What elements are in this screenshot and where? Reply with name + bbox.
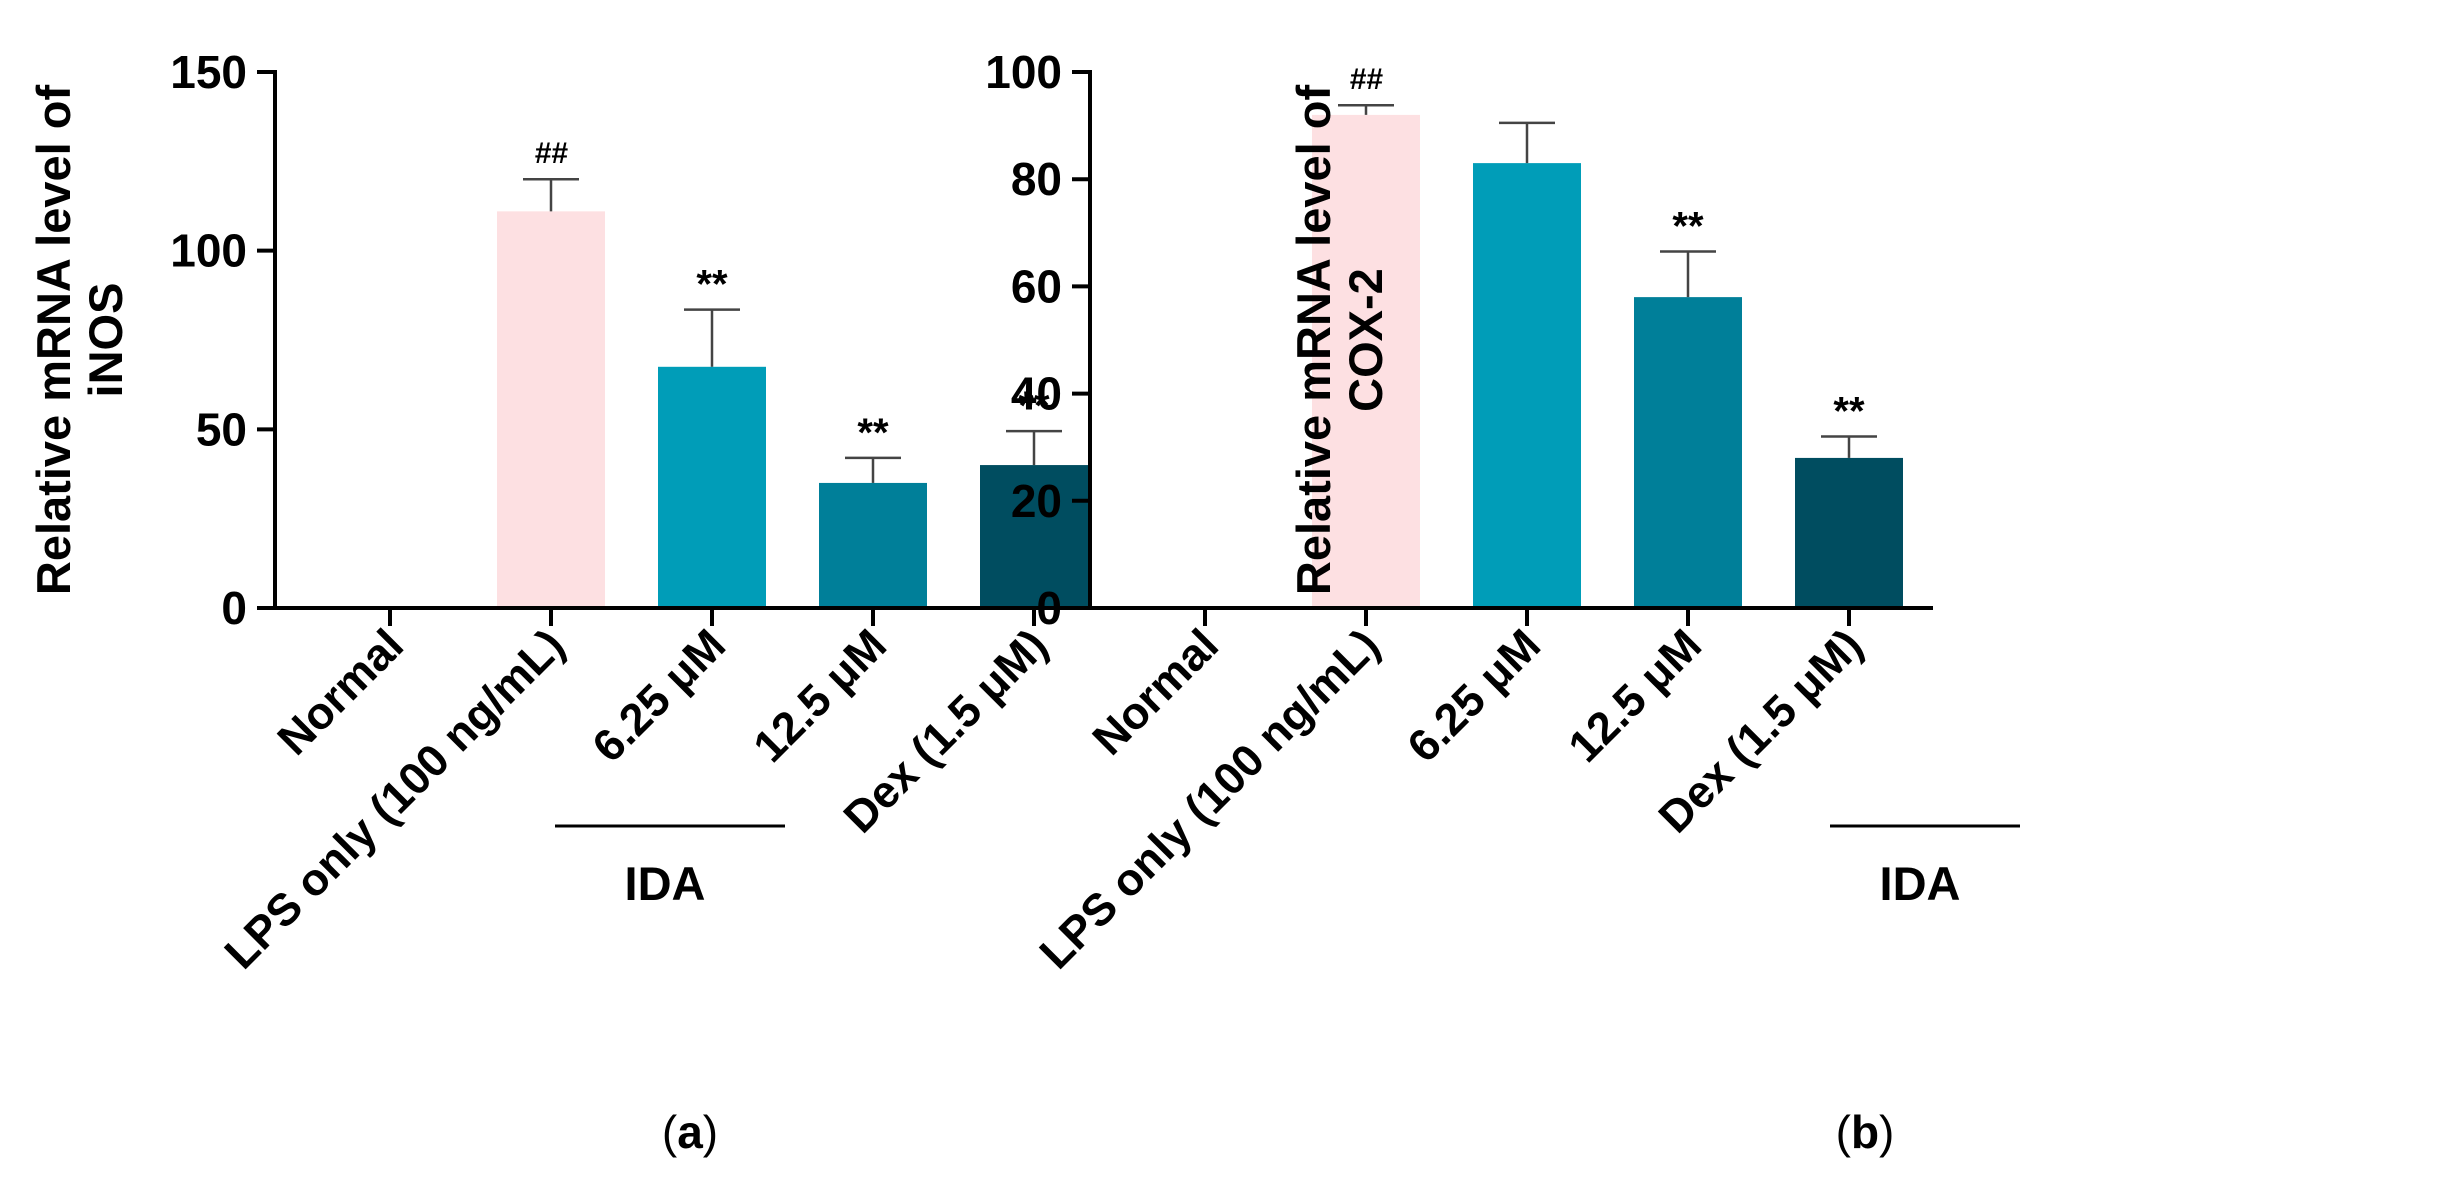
- y-tick-label: 50: [196, 403, 247, 455]
- y-tick-label: 150: [170, 46, 247, 98]
- y-axis-title-line-1: Relative mRNA level of: [1287, 85, 1340, 596]
- y-axis-title-line-2: COX-2: [1339, 268, 1392, 412]
- panel-label-letter: b: [1851, 1106, 1879, 1158]
- bar-5: [980, 465, 1088, 608]
- group-bracket-label: IDA: [1880, 857, 1961, 910]
- bar-3: [658, 366, 766, 608]
- bar-4: [1634, 297, 1742, 608]
- y-tick-label: 0: [221, 582, 247, 634]
- category-label-1: Normal: [267, 619, 413, 765]
- category-label-1: Normal: [1082, 619, 1228, 765]
- bar-2: [1312, 114, 1420, 608]
- y-tick-label: 100: [985, 46, 1062, 98]
- panel-label: (a): [662, 1106, 718, 1158]
- panel-label-close: ): [703, 1106, 718, 1158]
- y-tick-label: 80: [1011, 153, 1062, 205]
- y-tick-label: 100: [170, 225, 247, 277]
- significance-label-2: ##: [534, 137, 568, 170]
- y-tick-label: 0: [1036, 582, 1062, 634]
- bar-3: [1473, 163, 1581, 608]
- group-bracket-label: IDA: [625, 857, 706, 910]
- category-label-3: 6.25 μM: [1397, 619, 1550, 772]
- y-tick-label: 20: [1011, 475, 1062, 527]
- significance-label-3: **: [696, 263, 728, 307]
- y-tick-label: 40: [1011, 368, 1062, 420]
- panel-label-open: (: [662, 1106, 678, 1158]
- panel-label-close: ): [1879, 1106, 1894, 1158]
- bar-2: [497, 211, 605, 609]
- y-axis-title: Relative mRNA level ofiNOS: [27, 85, 132, 596]
- bar-4: [819, 482, 927, 608]
- significance-label-4: **: [857, 411, 889, 455]
- y-axis-title-line-2: iNOS: [79, 283, 132, 398]
- panel-label-open: (: [1836, 1106, 1852, 1158]
- bar-5: [1795, 457, 1903, 608]
- significance-label-4: **: [1672, 205, 1704, 249]
- significance-label-2: ##: [1349, 63, 1383, 96]
- category-label-4: 12.5 μM: [743, 619, 896, 772]
- category-label-4: 12.5 μM: [1558, 619, 1711, 772]
- category-label-3: 6.25 μM: [582, 619, 735, 772]
- y-axis-title: Relative mRNA level ofCOX-2: [1287, 85, 1392, 596]
- panel-label-letter: a: [677, 1106, 703, 1158]
- significance-label-5: **: [1833, 389, 1865, 433]
- y-axis-title-line-1: Relative mRNA level of: [27, 85, 80, 596]
- significance-label-5: **: [1018, 384, 1050, 428]
- y-tick-label: 60: [1011, 260, 1062, 312]
- panel-label: (b): [1836, 1106, 1895, 1158]
